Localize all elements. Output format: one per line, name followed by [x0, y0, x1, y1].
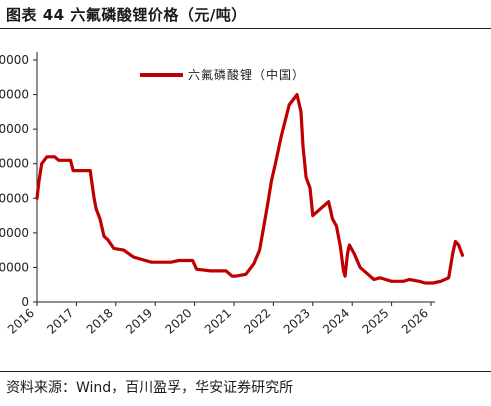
x-tick-label: 2024 [320, 306, 352, 337]
legend-label: 六氟磷酸锂（中国） [188, 67, 305, 82]
figure-title: 图表 44 六氟磷酸锂价格（元/吨） [6, 6, 247, 24]
x-tick-label: 2026 [399, 306, 431, 337]
x-tick-label: 2019 [123, 306, 155, 337]
y-tick-label: 0000 [0, 88, 29, 102]
y-tick-label: 0000 [0, 191, 29, 205]
x-tick-label: 2016 [5, 306, 37, 337]
y-tick-label: 0 [21, 295, 29, 309]
x-axis: 2016 2017 2018 2019 2020 2021 2022 2023 2024 2025… [5, 301, 435, 337]
bottom-rule [0, 371, 491, 372]
x-tick-label: 2022 [241, 306, 273, 337]
series-line [35, 93, 465, 285]
x-tick-label: 2017 [44, 306, 76, 337]
y-tick-label: 0000 [0, 122, 29, 136]
y-tick-label: 0000 [0, 260, 29, 274]
y-tick-label: 0000 [0, 226, 29, 240]
x-tick-label: 2018 [84, 306, 116, 337]
y-tick-label: 0000 [0, 53, 29, 67]
y-tick-label: 0000 [0, 157, 29, 171]
x-tick-label: 2020 [163, 306, 195, 337]
series-layer [35, 93, 465, 285]
x-tick-label: 2025 [360, 306, 392, 337]
source-note: 资料来源：Wind，百川盈孚，华安证券研究所 [6, 380, 294, 396]
legend: 六氟磷酸锂（中国） [140, 67, 305, 82]
x-tick-label: 2021 [202, 306, 234, 337]
x-tick-label: 2023 [281, 306, 313, 337]
top-rule [0, 28, 491, 29]
